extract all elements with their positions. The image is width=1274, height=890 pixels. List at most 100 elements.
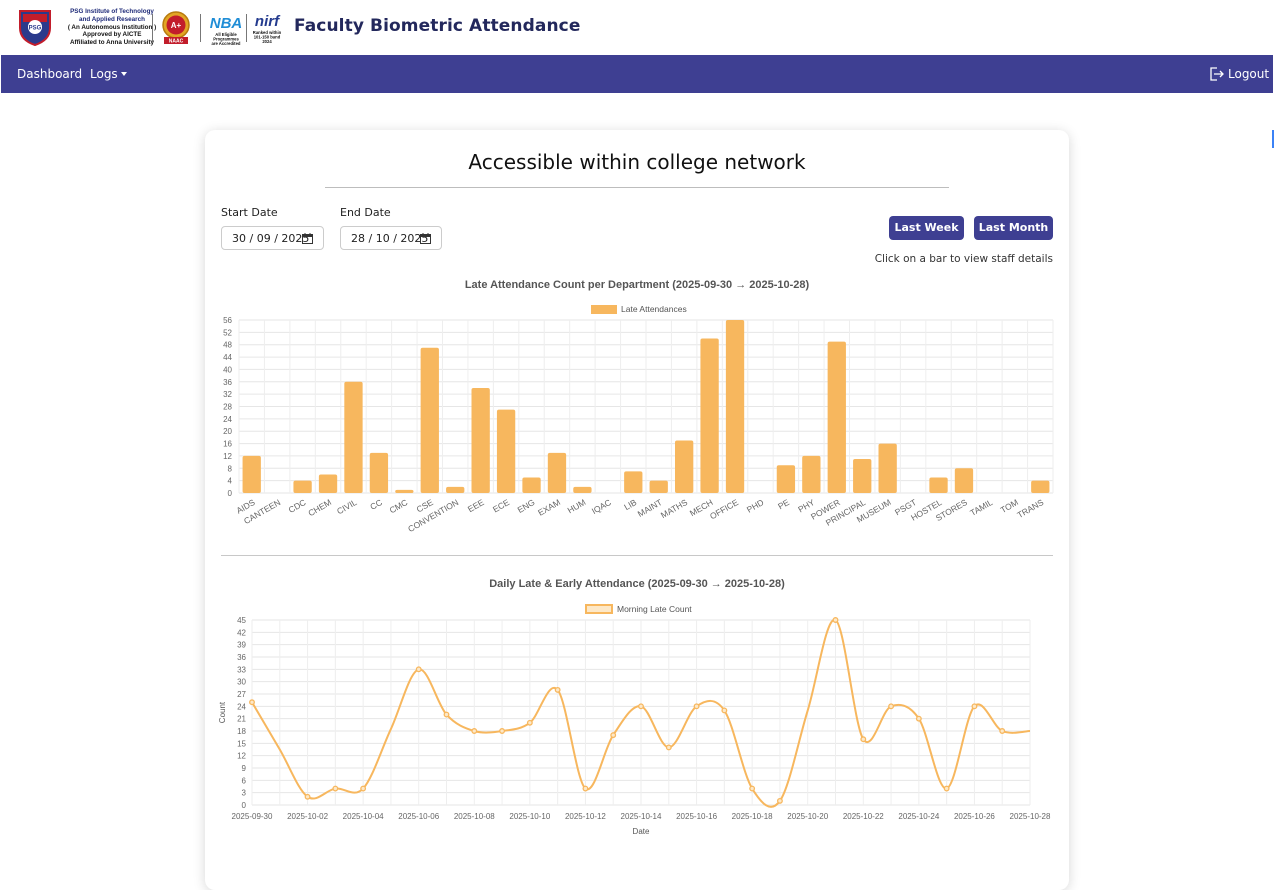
- bar-hostel[interactable]: [929, 477, 948, 493]
- data-point[interactable]: [665, 744, 672, 751]
- data-point[interactable]: [971, 703, 978, 710]
- bar-eee[interactable]: [471, 387, 490, 493]
- y-tick-label: 24: [223, 415, 232, 424]
- data-point[interactable]: [721, 707, 728, 714]
- bar-lib[interactable]: [624, 471, 643, 493]
- legend-swatch: [591, 305, 617, 314]
- bar-hum[interactable]: [573, 486, 592, 493]
- x-tick-label: 2025-10-24: [898, 812, 939, 821]
- bar-chem[interactable]: [318, 474, 338, 493]
- start-date-input[interactable]: 30 / 09 / 2025: [221, 226, 324, 250]
- nav-dashboard-link[interactable]: Dashboard: [17, 67, 83, 81]
- nav-logs-dropdown[interactable]: Logs: [90, 67, 127, 81]
- data-point[interactable]: [915, 715, 922, 722]
- bar-chart-legend[interactable]: Late Attendances: [591, 304, 687, 314]
- last-month-button[interactable]: Last Month: [974, 216, 1053, 240]
- bar-eng[interactable]: [522, 477, 541, 493]
- naac-label: NAAC: [169, 39, 184, 45]
- bar-office[interactable]: [725, 320, 745, 493]
- bar-cmc[interactable]: [395, 489, 414, 493]
- bar-convention[interactable]: [446, 486, 465, 493]
- data-point[interactable]: [749, 785, 756, 792]
- nav-logs-label: Logs: [90, 67, 118, 81]
- bar-stores[interactable]: [954, 468, 974, 493]
- y-tick-label: 28: [223, 403, 232, 412]
- x-tick-label: 2025-10-02: [287, 812, 328, 821]
- svg-text:are Accredited: are Accredited: [212, 41, 241, 46]
- data-point[interactable]: [443, 711, 450, 718]
- data-point[interactable]: [999, 728, 1006, 734]
- bar-exam[interactable]: [547, 452, 567, 493]
- last-week-button[interactable]: Last Week: [889, 216, 964, 240]
- caret-down-icon: [120, 72, 127, 76]
- calendar-icon[interactable]: [420, 233, 431, 244]
- data-point[interactable]: [471, 728, 478, 734]
- y-tick-label: 33: [237, 665, 246, 674]
- y-tick-label: 36: [237, 653, 246, 662]
- x-tick-label: 2025-10-18: [732, 812, 773, 821]
- bar-maint[interactable]: [649, 480, 668, 493]
- bar-civil[interactable]: [344, 381, 363, 493]
- nirf-text: nirf: [255, 13, 281, 30]
- x-tick-label: CONVENTION: [406, 497, 460, 534]
- bar-aids[interactable]: [242, 455, 261, 493]
- bar-mech[interactable]: [700, 338, 719, 493]
- calendar-icon[interactable]: [302, 233, 313, 244]
- y-tick-label: 12: [223, 452, 232, 461]
- start-date-label: Start Date: [221, 206, 278, 219]
- bar-trans[interactable]: [1031, 480, 1050, 493]
- data-point[interactable]: [860, 736, 867, 743]
- data-point[interactable]: [360, 785, 367, 792]
- logout-label: Logout: [1228, 67, 1270, 81]
- data-point[interactable]: [249, 699, 255, 706]
- data-point[interactable]: [943, 785, 950, 792]
- data-point[interactable]: [582, 785, 589, 792]
- bar-phy[interactable]: [802, 455, 821, 493]
- x-tick-label: CC: [368, 497, 384, 512]
- x-tick-label: 2025-10-22: [843, 812, 884, 821]
- bar-power[interactable]: [827, 341, 846, 493]
- data-point[interactable]: [610, 732, 617, 739]
- bar-cse[interactable]: [420, 347, 439, 493]
- data-point[interactable]: [304, 793, 311, 800]
- bar-cdc[interactable]: [293, 480, 312, 493]
- logo-divider: [246, 14, 247, 42]
- y-tick-label: 0: [242, 801, 247, 810]
- x-tick-label: ECE: [491, 497, 511, 515]
- x-tick-label: 2025-10-10: [509, 812, 550, 821]
- section-divider: [221, 555, 1053, 556]
- x-tick-label: 2025-10-26: [954, 812, 995, 821]
- x-tick-label: 2025-10-04: [343, 812, 384, 821]
- app-title: Faculty Biometric Attendance: [294, 16, 581, 36]
- data-point[interactable]: [776, 797, 783, 804]
- data-point[interactable]: [526, 719, 533, 726]
- data-point[interactable]: [415, 666, 422, 673]
- y-tick-label: 12: [237, 752, 246, 761]
- data-point[interactable]: [332, 785, 339, 792]
- bar-museum[interactable]: [878, 443, 897, 493]
- logout-link[interactable]: Logout: [1209, 67, 1269, 81]
- nirf-logo: nirf Ranked within 101-150 band 2024: [253, 13, 282, 44]
- nba-text: NBA: [210, 15, 243, 32]
- bar-ece[interactable]: [496, 409, 516, 493]
- end-date-label: End Date: [340, 206, 391, 219]
- x-tick-label: CMC: [388, 497, 410, 515]
- bar-cc[interactable]: [369, 452, 389, 493]
- data-point[interactable]: [888, 703, 895, 710]
- data-point[interactable]: [638, 703, 644, 710]
- x-tick-label: EEE: [466, 497, 486, 514]
- end-date-input[interactable]: 28 / 10 / 2025: [340, 226, 442, 250]
- data-point[interactable]: [832, 617, 839, 623]
- line-chart-legend[interactable]: Morning Late Count: [585, 604, 692, 614]
- bar-principal[interactable]: [853, 459, 872, 493]
- x-tick-label: CIVIL: [335, 497, 359, 516]
- bar-maths[interactable]: [674, 440, 694, 493]
- data-point[interactable]: [693, 703, 700, 710]
- data-point[interactable]: [554, 686, 561, 693]
- nba-logo: NBA All Eligible Programmes are Accredit…: [210, 15, 243, 46]
- bar-pe[interactable]: [776, 465, 796, 493]
- chart-hint: Click on a bar to view staff details: [874, 253, 1053, 265]
- data-point[interactable]: [499, 728, 506, 734]
